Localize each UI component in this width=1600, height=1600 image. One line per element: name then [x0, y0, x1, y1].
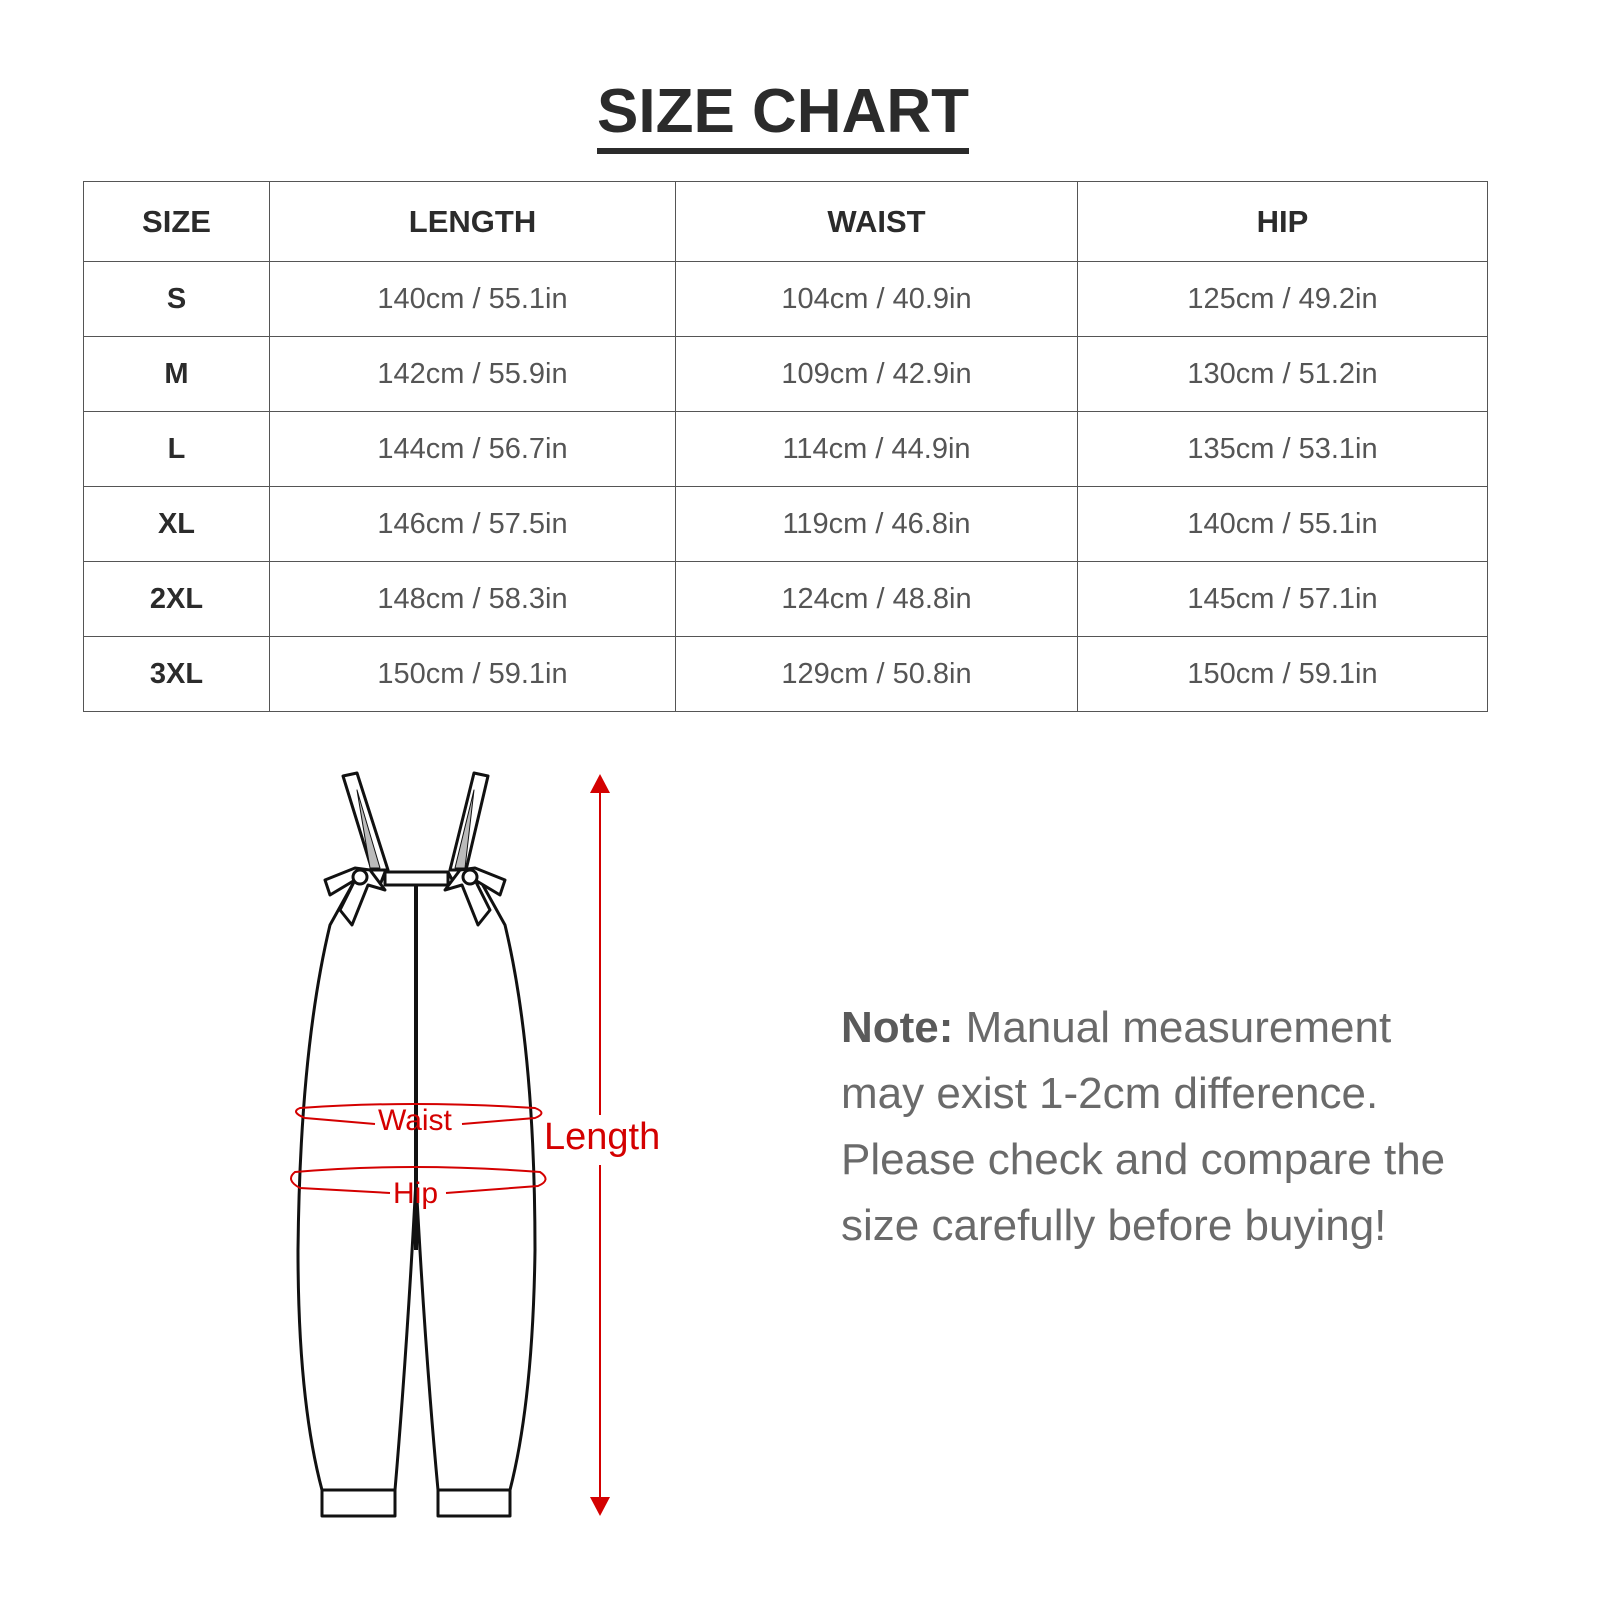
cell-size: 3XL: [83, 636, 270, 712]
table-row: S 140cm / 55.1in 104cm / 40.9in 125cm / 49.…: [83, 261, 1488, 337]
cell-waist: 129cm / 50.8in: [675, 636, 1078, 712]
cell-hip: 150cm / 59.1in: [1077, 636, 1488, 712]
cell-length: 144cm / 56.7in: [269, 411, 676, 487]
page-title: SIZE CHART: [0, 78, 1566, 154]
cell-hip: 125cm / 49.2in: [1077, 261, 1488, 337]
table-row: 2XL 148cm / 58.3in 124cm / 48.8in 145cm / 5…: [83, 561, 1488, 637]
cell-length: 146cm / 57.5in: [269, 486, 676, 562]
table-row: 3XL 150cm / 59.1in 129cm / 50.8in 150cm / 5…: [83, 636, 1488, 712]
table-row: L 144cm / 56.7in 114cm / 44.9in 135cm / 53.…: [83, 411, 1488, 487]
cell-hip: 135cm / 53.1in: [1077, 411, 1488, 487]
hip-label: Hip: [393, 1177, 439, 1210]
note-label: Note:: [841, 1003, 954, 1052]
cell-length: 140cm / 55.1in: [269, 261, 676, 337]
cell-length: 148cm / 58.3in: [269, 561, 676, 637]
cell-hip: 145cm / 57.1in: [1077, 561, 1488, 637]
cell-length: 142cm / 55.9in: [269, 336, 676, 412]
cell-waist: 114cm / 44.9in: [675, 411, 1078, 487]
note-text: Note: Manual measurement may exist 1-2cm…: [841, 995, 1481, 1259]
size-table: SIZE LENGTH WAIST HIP S 140cm / 55.1in 104…: [83, 181, 1488, 712]
length-label: Length: [544, 1116, 661, 1159]
cell-length: 150cm / 59.1in: [269, 636, 676, 712]
note-body: Manual measurement may exist 1-2cm diffe…: [841, 1003, 1446, 1250]
length-arrow: [590, 774, 610, 1516]
cell-waist: 124cm / 48.8in: [675, 561, 1078, 637]
header-size: SIZE: [83, 181, 270, 262]
cell-size: M: [83, 336, 270, 412]
header-waist: WAIST: [675, 181, 1078, 262]
waist-label: Waist: [378, 1104, 452, 1137]
cell-waist: 109cm / 42.9in: [675, 336, 1078, 412]
cell-size: L: [83, 411, 270, 487]
table-header-row: SIZE LENGTH WAIST HIP: [83, 181, 1488, 262]
cell-size: XL: [83, 486, 270, 562]
cell-waist: 119cm / 46.8in: [675, 486, 1078, 562]
